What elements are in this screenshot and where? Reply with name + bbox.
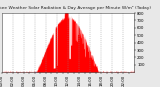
- Text: Milwaukee Weather Solar Radiation & Day Average per Minute W/m² (Today): Milwaukee Weather Solar Radiation & Day …: [0, 6, 151, 10]
